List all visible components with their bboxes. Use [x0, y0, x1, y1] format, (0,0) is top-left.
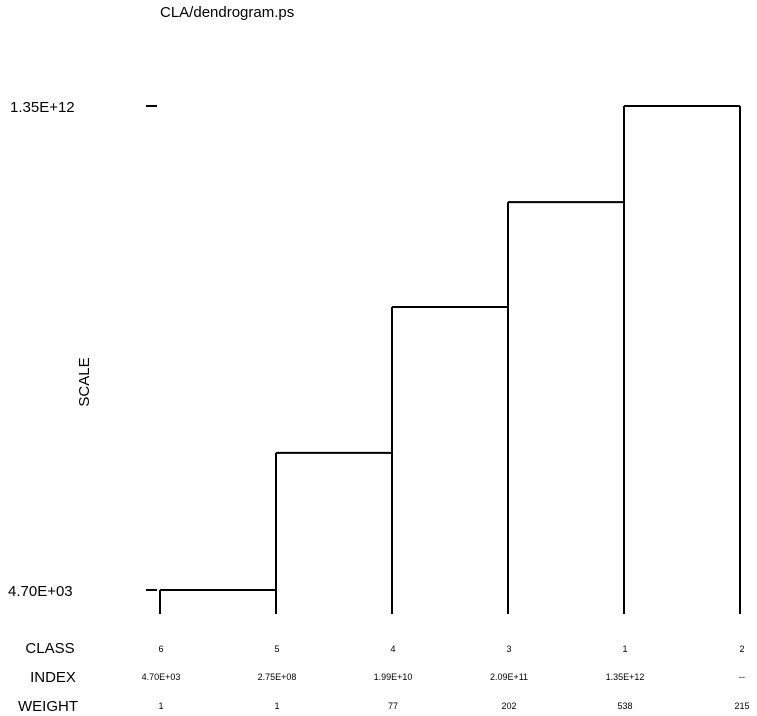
- leaf-table: 6 4.70E+03 1 5 2.75E+08 1 4 1.99E+10 77 3 2.09E+11…: [142, 644, 750, 711]
- leaf-class-value: 2: [739, 644, 744, 654]
- leaf-index-value: --: [739, 672, 745, 682]
- page-title: CLA/dendrogram.ps: [160, 4, 294, 21]
- leaf-class-value: 6: [158, 644, 163, 654]
- leaf-weight-value: 77: [388, 701, 398, 711]
- leaf-index-value: 1.35E+12: [606, 672, 645, 682]
- leaf-index-value: 2.75E+08: [258, 672, 297, 682]
- leaf-index-value: 4.70E+03: [142, 672, 181, 682]
- leaf-index-value: 2.09E+11: [490, 672, 528, 682]
- leaf-weight-value: 202: [501, 701, 516, 711]
- leaf-index-value: 1.99E+10: [374, 672, 413, 682]
- weight-row-label: WEIGHT: [18, 698, 78, 715]
- class-row-label: CLASS: [25, 640, 74, 657]
- index-row-label: INDEX: [30, 669, 76, 686]
- leaf-class-value: 4: [390, 644, 395, 654]
- leaf-class-value: 5: [274, 644, 279, 654]
- leaf-class-value: 3: [506, 644, 511, 654]
- scale-axis-label: SCALE: [76, 357, 93, 406]
- leaf-weight-value: 1: [158, 701, 163, 711]
- leaf-weight-value: 538: [617, 701, 632, 711]
- leaf-class-value: 1: [622, 644, 627, 654]
- dendrogram-tree: [159, 105, 741, 614]
- leaf-weight-value: 1: [274, 701, 279, 711]
- scale-top-tick-label: 1.35E+12: [10, 99, 75, 116]
- scale-bottom-tick-label: 4.70E+03: [8, 583, 73, 600]
- leaf-weight-value: 215: [734, 701, 749, 711]
